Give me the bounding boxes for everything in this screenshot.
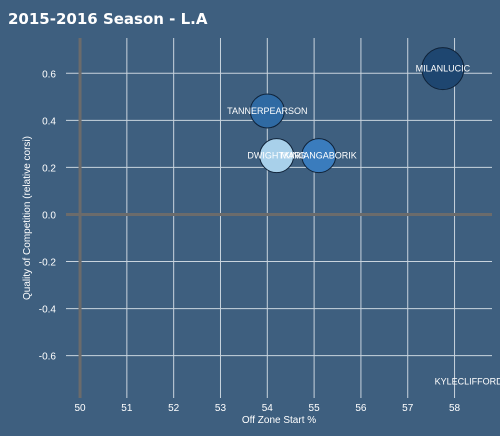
data-point-label: TANNERPEARSON [227,106,307,116]
data-point[interactable] [301,138,337,174]
x-tick-label: 52 [168,403,180,414]
data-point[interactable] [259,138,295,174]
y-axis-label: Quality of Competition (relative corsi) [22,136,33,300]
y-tick-label: 0.6 [42,69,56,80]
y-tick-label: 0.0 [42,210,56,221]
data-points [249,47,465,174]
x-axis-label: Off Zone Start % [242,415,316,426]
data-labels: MILANLUCIC TANNERPEARSON DWIGHTKINGMARIANG… [227,64,500,387]
data-point[interactable] [421,47,465,91]
y-tick-label: -0.4 [39,305,57,316]
x-tick-label: 56 [355,403,367,414]
tick-labels: 50 51 52 53 54 55 56 57 58 -0.6 -0.4 -0.2 0.0 0.2 0.4 0… [39,69,461,414]
data-point-label: MILANLUCIC [416,64,471,74]
data-point-label: MARIANGABORIK [281,151,357,161]
data-point-label: DWIGHTKING [247,151,306,161]
y-tick-label: 0.2 [42,163,56,174]
x-tick-label: 50 [74,403,86,414]
x-tick-label: 55 [309,403,321,414]
chart-title: 2015-2016 Season - L.A [8,10,208,28]
x-tick-label: 57 [402,403,414,414]
x-tick-label: 58 [449,403,461,414]
data-point[interactable] [249,93,285,129]
y-tick-label: 0.4 [42,116,56,127]
x-tick-label: 54 [262,403,274,414]
x-tick-label: 53 [215,403,227,414]
x-tick-label: 51 [121,403,133,414]
data-point-label: KYLECLIFFORD [435,377,500,387]
grid-layer [66,38,492,398]
y-tick-label: -0.2 [39,258,57,269]
y-tick-label: -0.6 [39,352,57,363]
